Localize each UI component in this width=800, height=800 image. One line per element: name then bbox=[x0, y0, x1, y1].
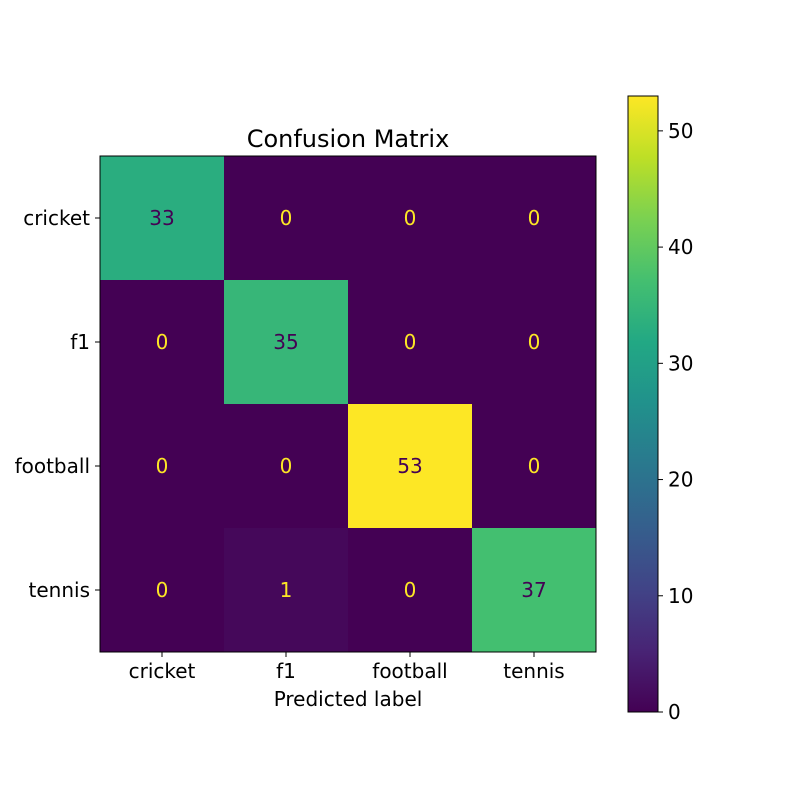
cell-football-f1 bbox=[224, 404, 349, 529]
cell-cricket-f1 bbox=[224, 156, 349, 281]
colorbar-tick-label: 10 bbox=[668, 584, 693, 608]
cell-value-label: 53 bbox=[397, 454, 422, 478]
cell-value-label: 0 bbox=[528, 454, 541, 478]
colorbar-tick-label: 40 bbox=[668, 235, 693, 259]
cell-tennis-f1 bbox=[224, 528, 349, 653]
cell-value-label: 0 bbox=[404, 330, 417, 354]
colorbar-tick-label: 20 bbox=[668, 468, 693, 492]
y-tick-label: football bbox=[15, 454, 90, 478]
cell-value-label: 0 bbox=[280, 206, 293, 230]
cell-value-label: 0 bbox=[156, 330, 169, 354]
cell-football-football bbox=[348, 404, 473, 529]
colorbar-ticks: 0 10 20 30 40 50 bbox=[658, 119, 693, 724]
y-tick-label: f1 bbox=[70, 330, 90, 354]
plot-frame bbox=[99, 155, 597, 653]
x-tick-label: football bbox=[372, 659, 447, 683]
y-axis-ticks: cricket f1 football tennis bbox=[15, 206, 100, 602]
cell-f1-f1 bbox=[224, 280, 349, 405]
cell-cricket-football bbox=[348, 156, 473, 281]
cell-value-label: 0 bbox=[404, 206, 417, 230]
colorbar-tick-label: 30 bbox=[668, 351, 693, 375]
cell-value-label: 0 bbox=[280, 454, 293, 478]
cell-f1-football bbox=[348, 280, 473, 405]
matrix-cells bbox=[100, 156, 597, 653]
colorbar bbox=[627, 95, 659, 713]
x-tick-label: tennis bbox=[503, 659, 564, 683]
x-axis-ticks: cricket f1 football tennis bbox=[129, 652, 565, 683]
cell-tennis-cricket bbox=[100, 528, 225, 653]
y-tick-label: tennis bbox=[29, 578, 90, 602]
cell-f1-tennis bbox=[472, 280, 597, 405]
cell-f1-cricket bbox=[100, 280, 225, 405]
colorbar-tick-label: 0 bbox=[668, 700, 681, 724]
cell-cricket-cricket bbox=[100, 156, 225, 281]
x-tick-label: f1 bbox=[276, 659, 296, 683]
cell-value-label: 35 bbox=[273, 330, 298, 354]
x-axis-label: Predicted label bbox=[274, 687, 423, 711]
cell-value-label: 1 bbox=[280, 578, 293, 602]
matrix-cell-labels: 33 0 0 0 0 35 0 0 0 0 53 0 0 1 0 37 bbox=[149, 206, 546, 602]
cell-tennis-football bbox=[348, 528, 473, 653]
cell-value-label: 0 bbox=[404, 578, 417, 602]
chart-title: Confusion Matrix bbox=[247, 125, 450, 153]
cell-value-label: 0 bbox=[528, 206, 541, 230]
cell-value-label: 33 bbox=[149, 206, 174, 230]
cell-tennis-tennis bbox=[472, 528, 597, 653]
x-tick-label: cricket bbox=[129, 659, 196, 683]
cell-value-label: 0 bbox=[528, 330, 541, 354]
y-tick-label: cricket bbox=[23, 206, 90, 230]
cell-football-tennis bbox=[472, 404, 597, 529]
colorbar-tick-label: 50 bbox=[668, 119, 693, 143]
cell-value-label: 0 bbox=[156, 578, 169, 602]
cell-football-cricket bbox=[100, 404, 225, 529]
cell-value-label: 0 bbox=[156, 454, 169, 478]
cell-cricket-tennis bbox=[472, 156, 597, 281]
cell-value-label: 37 bbox=[521, 578, 546, 602]
